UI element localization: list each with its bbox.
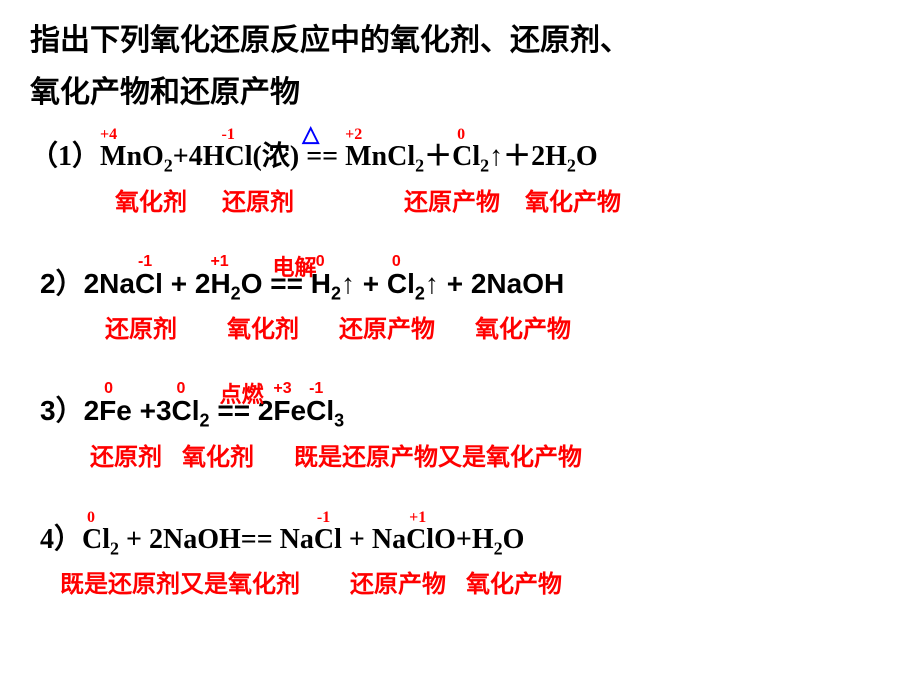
equation-4: 4）0Cl2 + 2NaOH== Na-1Cl + Na+1ClO+H2O 既是… (30, 517, 890, 600)
eq3-role-3: 既是还原产物又是氧化产物 (294, 445, 582, 471)
title-line-2: 氧化产物和还原产物 (30, 72, 890, 114)
eq4-role-1: 既是还原剂又是氧化剂 (60, 572, 300, 598)
eq1-ox-cl2: 0 (457, 126, 465, 144)
eq1-prefix: （1） (30, 141, 100, 172)
eq1-ox-mn: +4 (100, 126, 117, 144)
eq3-role-2: 氧化剂 (182, 445, 254, 471)
eq3-prefix: 3） (40, 395, 84, 426)
eq2-cond: 电解 (272, 250, 316, 282)
eq4-prefix: 4） (40, 524, 82, 555)
eq4-role-2: 还原产物 (350, 572, 446, 598)
eq1-ox-mn2: +2 (345, 126, 362, 144)
eq2-roles: 还原剂 氧化剂 还原产物 氧化产物 (30, 309, 890, 344)
eq4-ox-clm1: -1 (317, 509, 330, 527)
eq4-role-3: 氧化产物 (466, 572, 562, 598)
eq2-prefix: 2） (40, 268, 84, 299)
eq2-formula: 2）2Na-1Cl + 2+1H2O电解 == 0H2↑ + 0Cl2↑ + 2… (30, 262, 890, 305)
eq1-role-2: 还原剂 (222, 190, 294, 216)
eq4-formula: 4）0Cl2 + 2NaOH== Na-1Cl + Na+1ClO+H2O (30, 517, 890, 560)
eq3-role-1: 还原剂 (90, 445, 162, 471)
eq1-roles: 氧化剂 还原剂 还原产物氧化产物 (30, 182, 890, 217)
eq3-cond: 点燃 (220, 377, 264, 409)
eq2-ox-h2: 0 (316, 253, 325, 271)
eq1-role-3: 还原产物 (404, 190, 500, 216)
title-line-1: 指出下列氧化还原反应中的氧化剂、还原剂、 (30, 20, 890, 62)
eq2-role-2: 氧化剂 (227, 317, 299, 343)
eq2-ox-cl2: 0 (392, 253, 401, 271)
eq1-ox-cl: -1 (222, 126, 235, 144)
eq4-ox-cl0: 0 (87, 509, 95, 527)
eq2-role-1: 还原剂 (105, 317, 177, 343)
eq2-ox-h: +1 (210, 253, 228, 271)
eq1-formula: （1）+4MnO2+4H-1Cl(浓)△ == +2MnCl2＋0Cl2↑＋2H… (30, 134, 890, 177)
equation-1: （1）+4MnO2+4H-1Cl(浓)△ == +2MnCl2＋0Cl2↑＋2H… (30, 134, 890, 217)
equation-2: 2）2Na-1Cl + 2+1H2O电解 == 0H2↑ + 0Cl2↑ + 2… (30, 262, 890, 345)
equation-3: 3）20Fe +30Cl2点燃 == 2+3Fe-1Cl3 还原剂氧化剂 既是还原… (30, 389, 890, 472)
eq1-role-4: 氧化产物 (525, 190, 621, 216)
eq4-roles: 既是还原剂又是氧化剂 还原产物氧化产物 (30, 564, 890, 599)
eq4-ox-clp1: +1 (409, 509, 426, 527)
eq1-triangle: △ (302, 121, 319, 147)
eq3-ox-fe: 0 (104, 380, 113, 398)
eq3-ox-cl: 0 (177, 380, 186, 398)
eq2-role-3: 还原产物 (339, 317, 435, 343)
eq2-ox-cl: -1 (138, 253, 152, 271)
eq3-ox-fe3: +3 (273, 380, 291, 398)
eq3-formula: 3）20Fe +30Cl2点燃 == 2+3Fe-1Cl3 (30, 389, 890, 432)
eq3-roles: 还原剂氧化剂 既是还原产物又是氧化产物 (30, 437, 890, 472)
eq1-role-1: 氧化剂 (115, 190, 187, 216)
eq2-role-4: 氧化产物 (475, 317, 571, 343)
eq3-ox-cl1: -1 (309, 380, 323, 398)
